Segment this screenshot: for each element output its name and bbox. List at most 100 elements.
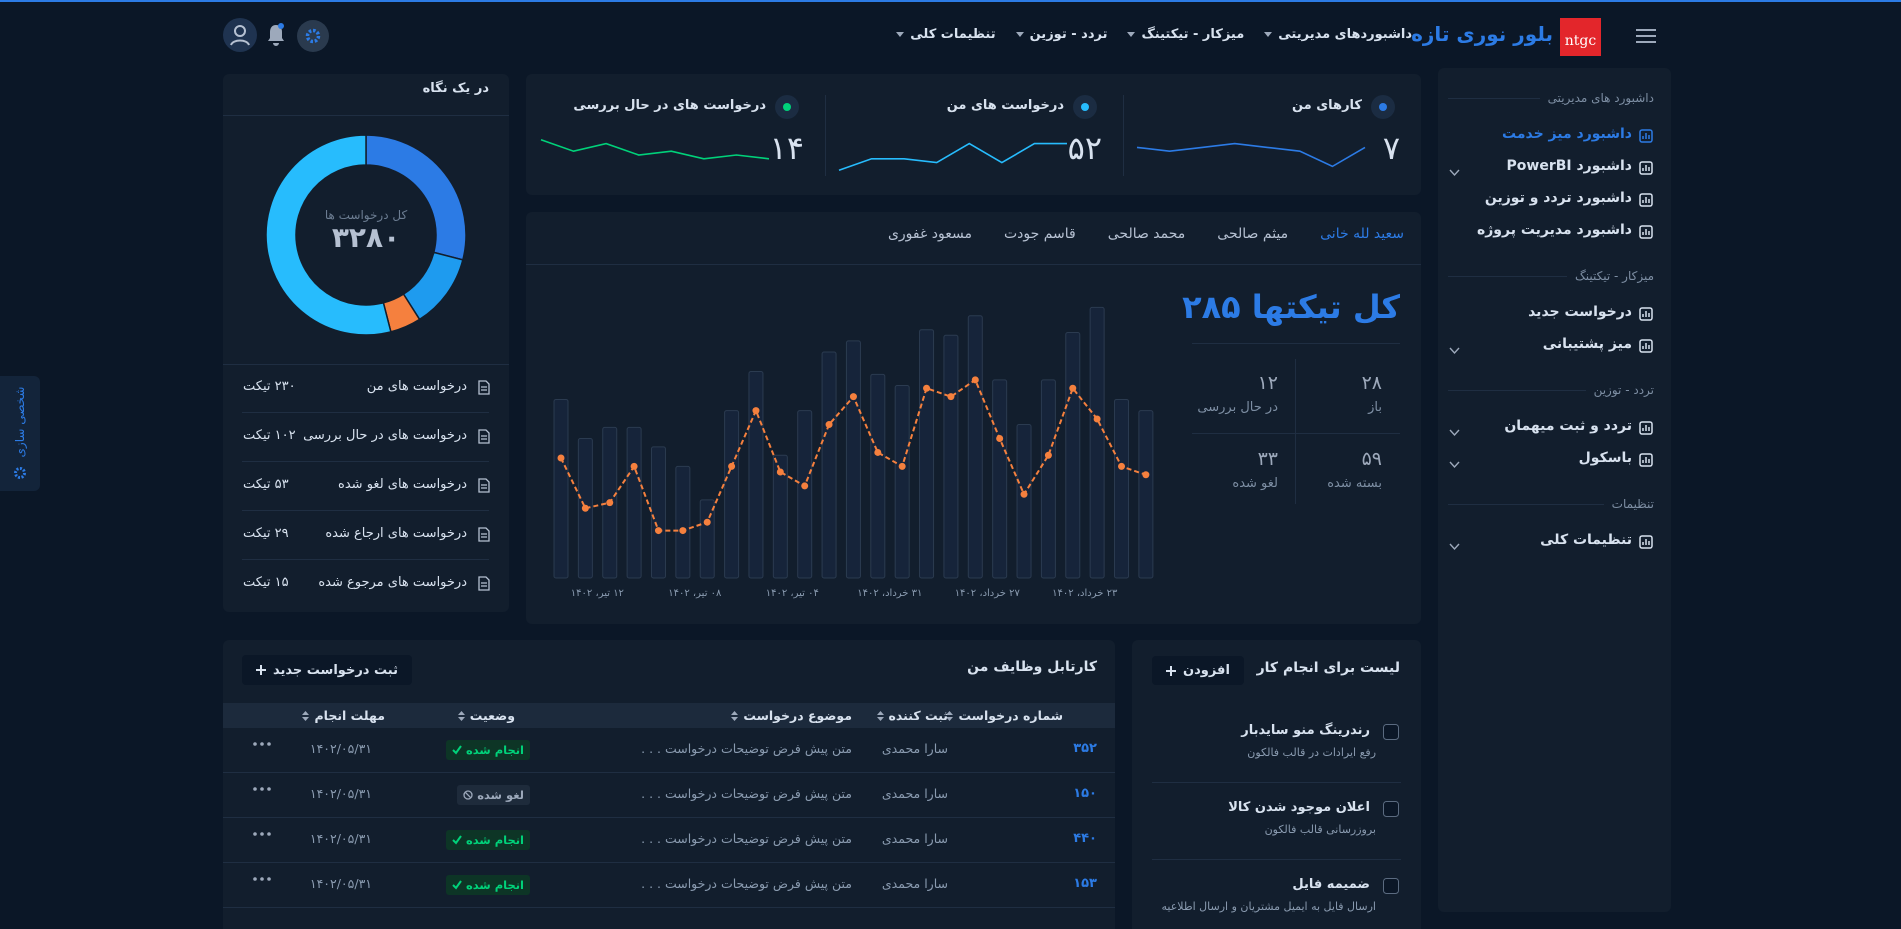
sidebar-item[interactable]: داشبورد مدیریت پروژه bbox=[1476, 222, 1632, 238]
card-title: لیست برای انجام کار bbox=[1256, 660, 1400, 676]
request-id[interactable]: ۴۴۰ bbox=[1073, 831, 1097, 846]
dot bbox=[267, 832, 271, 836]
sidebar-item[interactable]: تردد و ثبت میهمان bbox=[1504, 418, 1632, 434]
header-divider bbox=[223, 115, 509, 116]
column-header[interactable]: شماره درخواست bbox=[946, 703, 1063, 728]
customize-tab[interactable]: شخصی سازی bbox=[0, 376, 40, 491]
menu-item[interactable]: میزکار - تیکتینگ bbox=[1127, 27, 1244, 42]
bar bbox=[1040, 379, 1056, 579]
icon-shape bbox=[1639, 307, 1653, 321]
sidebar-item[interactable]: داشبورد میز خدمت bbox=[1502, 126, 1632, 142]
settings-button[interactable] bbox=[297, 20, 329, 52]
todo-note: بروزرسانی قالب فالکون bbox=[1264, 823, 1376, 836]
top-menu: داشبوردهای مدیریتی میزکار - تیکتینگ تردد -… bbox=[896, 27, 1412, 42]
add-button[interactable]: افزودن bbox=[1152, 656, 1244, 685]
tab[interactable]: سعید لله خانی bbox=[1320, 226, 1404, 242]
menu-item[interactable]: داشبوردهای مدیریتی bbox=[1264, 27, 1412, 42]
column-header[interactable]: مهلت انجام bbox=[302, 703, 385, 728]
divider bbox=[1152, 859, 1401, 860]
due-date: ۱۴۰۲/۰۵/۳۱ bbox=[309, 831, 372, 846]
donut-center-label: کل درخواست ها bbox=[324, 208, 408, 222]
column-header[interactable]: وضعیت bbox=[457, 703, 515, 728]
card-title: کارتابل وظایف من bbox=[967, 659, 1097, 675]
checkbox-frame bbox=[1383, 801, 1399, 817]
menu-item[interactable]: تنظیمات کلی bbox=[896, 27, 996, 42]
status-badge: انجام شده bbox=[445, 740, 530, 760]
dot bbox=[260, 877, 264, 881]
tab[interactable]: محمد صالحی bbox=[1107, 226, 1186, 242]
request-id[interactable]: ۱۵۳ bbox=[1073, 876, 1097, 891]
chevron-shape bbox=[1449, 461, 1460, 469]
doc-shape bbox=[478, 380, 490, 395]
dot bbox=[253, 787, 257, 791]
row-divider bbox=[223, 862, 1115, 863]
caret-shape bbox=[896, 32, 905, 37]
sidebar-section-title: میزکار - تیکتینگ bbox=[1575, 269, 1654, 283]
dot bbox=[260, 742, 264, 746]
todo-note: رفع ایرادات در قالب فالکون bbox=[1247, 746, 1376, 759]
account-button[interactable] bbox=[223, 18, 257, 52]
menu-item[interactable]: تردد - توزین bbox=[1015, 27, 1107, 42]
row-divider bbox=[223, 772, 1115, 773]
doc-icon bbox=[478, 527, 490, 542]
sidebar-item[interactable]: باسکول bbox=[1578, 450, 1632, 466]
chevron-icon bbox=[1449, 347, 1460, 355]
status-icon bbox=[452, 880, 462, 890]
sidebar-item[interactable]: میز پشتیبانی bbox=[1542, 336, 1632, 352]
sidebar-item[interactable]: داشبورد تردد و توزین bbox=[1484, 190, 1632, 206]
menu-label: داشبوردهای مدیریتی bbox=[1278, 27, 1412, 42]
tab[interactable]: قاسم جودت bbox=[1003, 226, 1076, 242]
trend-point bbox=[1069, 384, 1077, 392]
dot bbox=[267, 787, 271, 791]
row-actions[interactable] bbox=[253, 787, 271, 791]
column-header[interactable]: موضوع درخواست bbox=[731, 703, 852, 728]
trend-point bbox=[703, 518, 711, 526]
sparkline bbox=[1136, 142, 1366, 168]
glance-item-value: ۱۰۲ تیکت bbox=[243, 428, 296, 443]
row-actions[interactable] bbox=[253, 877, 271, 881]
tab[interactable]: میثم صالحی bbox=[1217, 226, 1289, 242]
notifications-button[interactable] bbox=[266, 22, 286, 48]
trend-point bbox=[923, 384, 931, 392]
checkbox[interactable] bbox=[1383, 724, 1399, 740]
sort-shape bbox=[302, 710, 310, 721]
glance-card: در یک نگاه کل درخواست ها ۳۲۸۰ درخواست های م… bbox=[223, 74, 509, 612]
stat-number: ۱۲ bbox=[1257, 372, 1278, 394]
glance-item-value: ۱۵ تیکت bbox=[243, 575, 289, 590]
column-label: موضوع درخواست bbox=[743, 708, 852, 723]
button-label: افزودن bbox=[1183, 663, 1230, 678]
sidebar-item[interactable]: داشبورد PowerBI bbox=[1506, 158, 1632, 174]
trend-point bbox=[581, 504, 589, 512]
checkbox[interactable] bbox=[1383, 801, 1399, 817]
x-tick-label: ۲۷ خرداد، ۱۴۰۲ bbox=[955, 588, 1021, 599]
trend-point bbox=[947, 393, 955, 401]
bar bbox=[748, 371, 764, 579]
check-shape bbox=[452, 745, 462, 755]
stat-title: درخواست های در حال بررسی bbox=[573, 98, 766, 113]
column-header[interactable]: ثبت کننده bbox=[876, 703, 948, 728]
sort-shape bbox=[876, 710, 884, 721]
divider bbox=[1152, 782, 1401, 783]
doc-shape bbox=[478, 576, 490, 591]
caret-icon bbox=[1264, 32, 1273, 37]
glance-item-label: درخواست های مرجوع شده bbox=[318, 575, 467, 590]
menu-toggle[interactable] bbox=[1636, 29, 1656, 44]
request-id[interactable]: ۳۵۲ bbox=[1073, 741, 1097, 756]
sidebar-item[interactable]: تنظیمات کلی bbox=[1540, 532, 1632, 548]
request-id[interactable]: ۱۵۰ bbox=[1073, 786, 1097, 801]
bar bbox=[919, 329, 935, 579]
ticket-chart: ۱۲ تیر، ۱۴۰۲ ۰۸ تیر، ۱۴۰۲ ۰۴ تیر، ۱۴۰۲ ۳۱ خ… bbox=[553, 306, 1154, 599]
new-request-button[interactable]: ثبت درخواست جدید bbox=[242, 655, 412, 685]
trend-point bbox=[825, 421, 833, 429]
trend-point bbox=[971, 376, 979, 384]
tab[interactable]: مسعود غفوری bbox=[887, 226, 972, 242]
divider bbox=[1192, 433, 1400, 434]
bar bbox=[626, 426, 642, 579]
sidebar-item[interactable]: درخواست جدید bbox=[1528, 304, 1632, 320]
trend-point bbox=[1093, 415, 1101, 423]
row-actions[interactable] bbox=[253, 832, 271, 836]
checkbox[interactable] bbox=[1383, 878, 1399, 894]
row-actions[interactable] bbox=[253, 742, 271, 746]
checkbox-frame bbox=[1383, 878, 1399, 894]
request-subject: متن پیش فرض توضیحات درخواست . . . bbox=[641, 741, 852, 756]
